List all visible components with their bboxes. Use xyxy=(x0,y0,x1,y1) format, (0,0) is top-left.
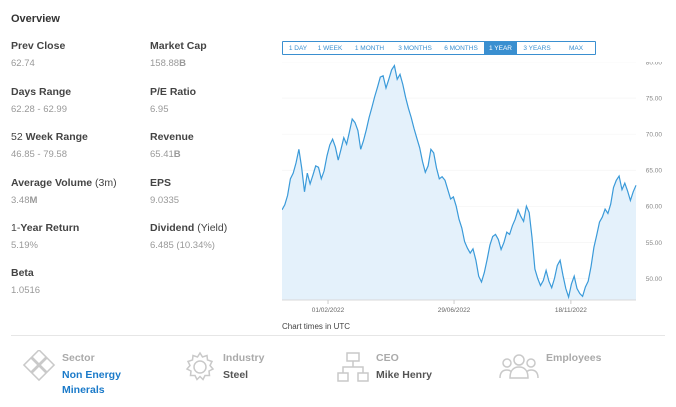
stat-market-cap: Market Cap 158.88B xyxy=(150,40,207,69)
stat-52-week-range: 52 Week Range 46.85 - 79.58 xyxy=(11,131,88,160)
stat-label-rest: Week Range xyxy=(25,131,88,143)
y-tick-label: 50.00 xyxy=(646,276,663,283)
stat-value: 5.19% xyxy=(11,240,38,251)
stat-value: 6.95 xyxy=(150,104,169,115)
stat-value: 62.74 xyxy=(11,58,35,69)
stat-label: Revenue xyxy=(150,131,194,143)
price-line xyxy=(281,64,637,300)
stat-label: EPS xyxy=(150,177,172,189)
price-chart[interactable]: 50.00 55.00 60.00 65.00 70.00 75.00 80.00 01/0… xyxy=(281,60,672,324)
stat-value-num: 3.48 xyxy=(11,195,30,206)
stat-beta: Beta 1.0516 xyxy=(11,267,40,296)
y-tick-label: 80.00 xyxy=(646,62,663,67)
tab-max[interactable]: MAX xyxy=(568,44,584,52)
stat-label: 52 Week Range xyxy=(11,131,88,143)
x-tick-label: 18/11/2022 xyxy=(555,307,587,314)
stat-label-unit: (3m) xyxy=(95,177,117,189)
gear-icon xyxy=(183,350,217,384)
ceo-value: Mike Henry xyxy=(376,369,433,381)
stat-value: 6.485 (10.34%) xyxy=(150,240,215,251)
sector-value-link[interactable]: Non Energy Minerals xyxy=(62,368,121,398)
section-divider xyxy=(11,335,665,336)
sector-value-line2: Minerals xyxy=(62,384,105,396)
stat-average-volume: Average Volume (3m) 3.48M xyxy=(11,177,117,206)
stat-revenue: Revenue 65.41B xyxy=(150,131,194,160)
y-tick-label: 70.00 xyxy=(646,132,663,139)
stat-label: Market Cap xyxy=(150,40,207,52)
meta-ceo: CEO Mike Henry xyxy=(336,350,432,384)
y-axis-ticks: 50.00 55.00 60.00 65.00 70.00 75.00 80.00 xyxy=(646,60,663,283)
price-area xyxy=(282,65,636,300)
meta-industry: Industry Steel xyxy=(183,350,264,384)
stat-one-year-return: 1-Year Return 5.19% xyxy=(11,222,79,251)
stat-label-num: 52 xyxy=(11,131,23,143)
stat-label-paren: (Yield) xyxy=(197,222,228,234)
stat-label: Dividend (Yield) xyxy=(150,222,227,234)
people-icon xyxy=(498,350,540,384)
stat-label-rest: Year Return xyxy=(20,222,80,234)
tab-1-year[interactable]: 1 YEAR xyxy=(484,42,517,54)
stat-days-range: Days Range 62.28 - 62.99 xyxy=(11,86,71,115)
tab-3-years[interactable]: 3 YEARS xyxy=(523,44,551,52)
tab-1-month[interactable]: 1 MONTH xyxy=(354,44,385,52)
sector-diamond-icon xyxy=(22,348,56,384)
stat-pe-ratio: P/E Ratio 6.95 xyxy=(150,86,196,115)
stat-value: 9.0335 xyxy=(150,195,180,206)
stat-value-unit: B xyxy=(173,149,181,160)
y-tick-label: 60.00 xyxy=(646,204,663,211)
meta-sector: Sector Non Energy Minerals xyxy=(22,348,121,398)
x-tick-label: 29/06/2022 xyxy=(438,307,471,314)
stat-value-unit: B xyxy=(179,58,186,69)
sector-value-line1: Non Energy xyxy=(62,369,121,381)
tab-3-months[interactable]: 3 MONTHS xyxy=(398,44,432,52)
sector-label: Sector xyxy=(62,352,95,364)
chart-times-note: Chart times in UTC xyxy=(282,322,351,331)
y-tick-label: 75.00 xyxy=(646,96,663,103)
tab-1-day[interactable]: 1 DAY xyxy=(288,44,308,52)
stat-value: 3.48M xyxy=(11,195,117,206)
stat-dividend: Dividend (Yield) 6.485 (10.34%) xyxy=(150,222,227,251)
stat-label: Days Range xyxy=(11,86,72,98)
industry-label: Industry xyxy=(223,352,265,364)
meta-employees: Employees xyxy=(498,350,601,384)
overview-title: Overview xyxy=(11,13,60,25)
stat-value: 65.41B xyxy=(150,149,194,160)
stat-label-num: 1- xyxy=(11,222,21,234)
stat-label: Average Volume (3m) xyxy=(11,177,117,189)
stat-value: 62.28 - 62.99 xyxy=(11,104,67,115)
stat-label: P/E Ratio xyxy=(150,86,197,98)
stat-value-unit: M xyxy=(29,195,38,206)
stat-label-main: Dividend xyxy=(150,222,195,234)
y-tick-label: 55.00 xyxy=(646,240,663,247)
stat-label: 1-Year Return xyxy=(11,222,79,234)
org-chart-icon xyxy=(336,350,370,384)
tab-1-week[interactable]: 1 WEEK xyxy=(317,44,343,52)
ceo-label: CEO xyxy=(376,352,399,364)
stat-prev-close: Prev Close 62.74 xyxy=(11,40,65,69)
stat-value: 158.88B xyxy=(150,58,207,69)
y-tick-label: 65.00 xyxy=(646,168,663,175)
employees-label: Employees xyxy=(546,352,602,364)
stat-label-main: Average Volume xyxy=(11,177,93,189)
stat-eps: EPS 9.0335 xyxy=(150,177,179,206)
x-tick-label: 01/02/2022 xyxy=(312,307,345,314)
stat-value: 1.0516 xyxy=(11,285,41,296)
stat-label: Beta xyxy=(11,267,34,279)
industry-value: Steel xyxy=(223,369,249,381)
stat-label: Prev Close xyxy=(11,40,66,52)
stat-value-num: 65.41 xyxy=(150,149,174,160)
tab-6-months[interactable]: 6 MONTHS xyxy=(444,44,478,52)
stat-value-num: 158.88 xyxy=(150,58,180,69)
stat-value: 46.85 - 79.58 xyxy=(11,149,67,160)
price-chart-svg: 50.00 55.00 60.00 65.00 70.00 75.00 80.00 01/0… xyxy=(281,60,663,314)
range-tabs: 1 DAY 1 WEEK 1 MONTH 3 MONTHS 6 MONTHS 1… xyxy=(282,41,596,55)
x-axis-ticks: 01/02/2022 29/06/2022 18/11/2022 xyxy=(312,300,587,314)
